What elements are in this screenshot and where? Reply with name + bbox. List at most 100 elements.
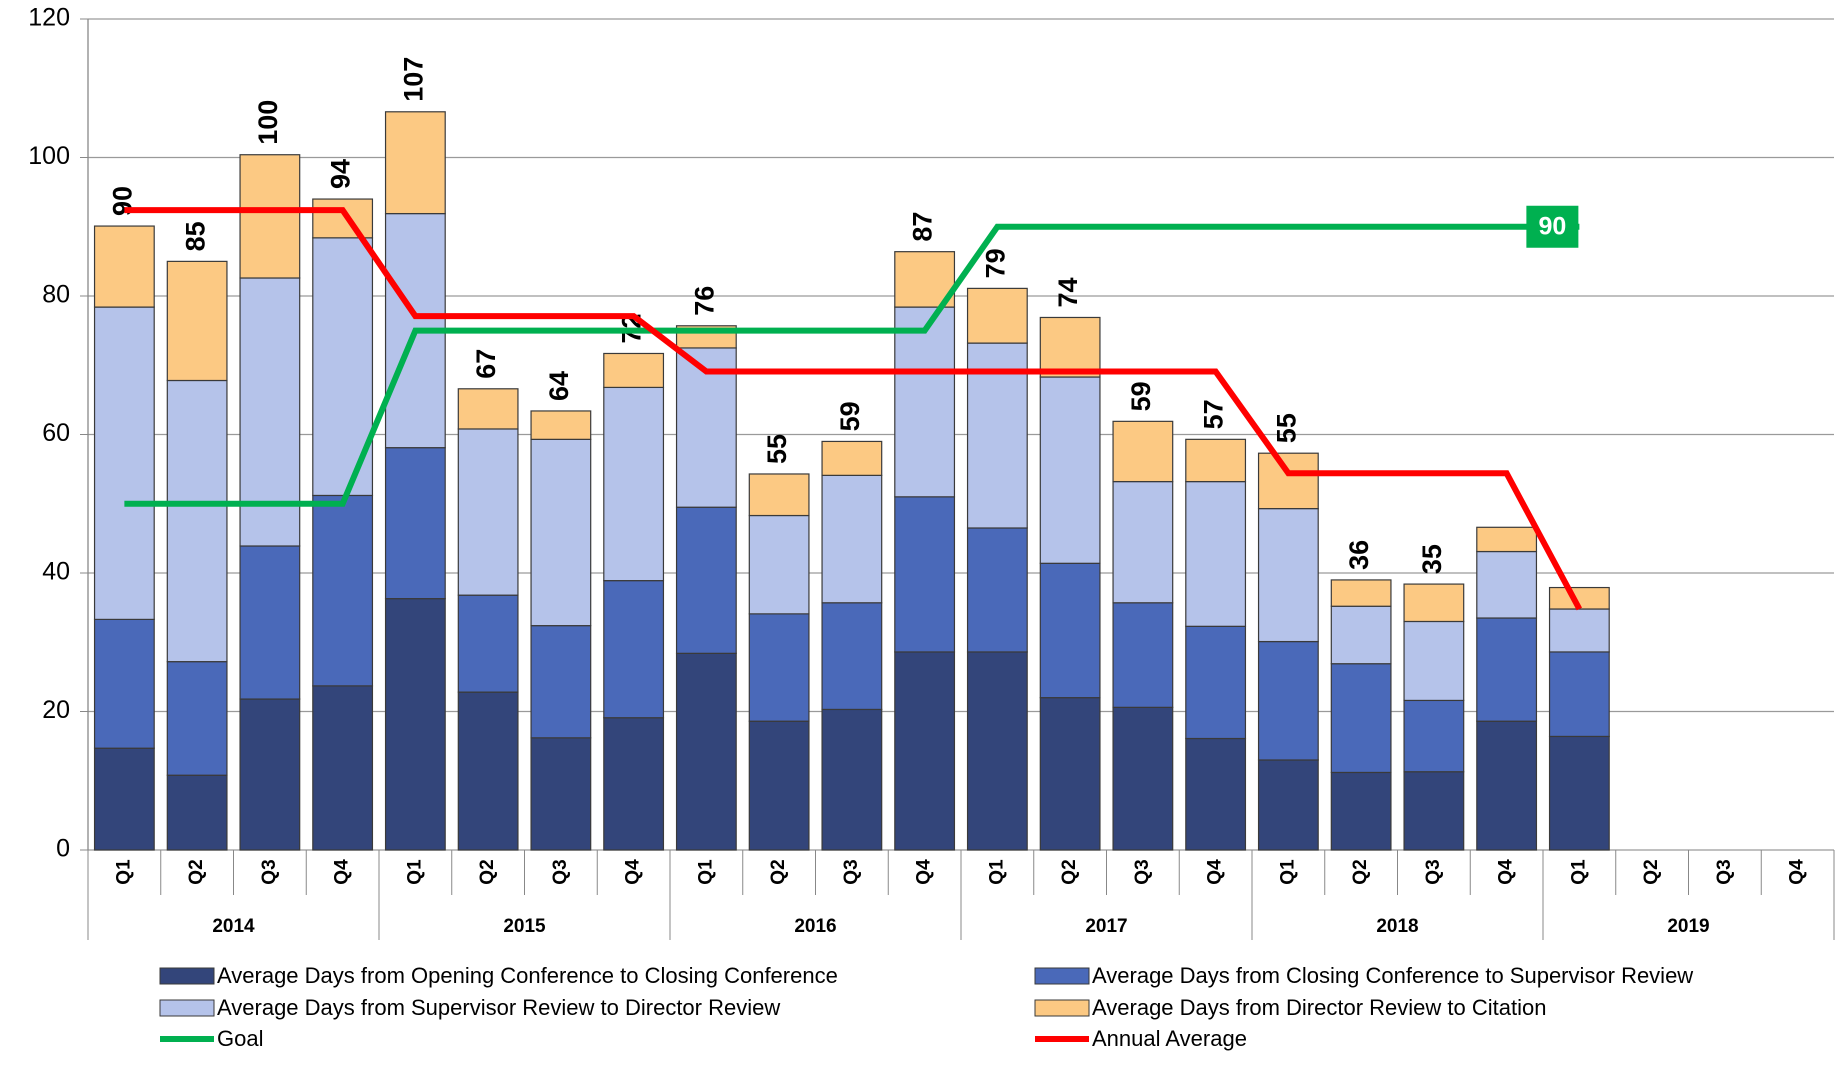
line (124, 223, 1580, 507)
bar-segment (1330, 771, 1392, 851)
bar-total-label: 76 (690, 286, 720, 316)
legend-swatch (159, 967, 215, 985)
bar-segment (1476, 720, 1538, 851)
y-tick-label: 40 (42, 558, 70, 586)
bar-total-label: 79 (981, 248, 1011, 278)
y-tick-label: 80 (42, 281, 70, 309)
bar-segment (1403, 583, 1465, 623)
bar-segment (1476, 526, 1538, 553)
legend-swatch (1034, 999, 1090, 1017)
bar-segment (603, 717, 665, 851)
bar-total-label: 74 (1053, 277, 1083, 307)
x-tick-label: Q1 (695, 859, 716, 885)
bar-segment (1185, 480, 1247, 627)
bar-segment (1548, 608, 1610, 653)
legend-item: Goal (160, 1026, 263, 1051)
bar-segment (239, 545, 301, 700)
bar-total-label: 67 (471, 349, 501, 379)
bar-total-label: 36 (1344, 540, 1374, 570)
bar-segment (457, 388, 519, 430)
bar-segment (1476, 617, 1538, 722)
bar-segment (1039, 562, 1101, 699)
data-label-box (1526, 205, 1579, 248)
bar-total-label: 35 (1417, 544, 1447, 574)
bar-segment (748, 514, 810, 615)
legend-item: Average Days from Supervisor Review to D… (159, 995, 780, 1020)
bar-segment (1403, 699, 1465, 773)
bar-segment (1403, 620, 1465, 702)
x-tick-label: Q2 (1059, 859, 1080, 884)
x-tick-label: Q4 (1787, 859, 1808, 885)
bar-segment (93, 225, 155, 308)
bar-segment (821, 708, 883, 851)
bar-segment (894, 651, 956, 851)
bar-segment (1330, 579, 1392, 607)
x-tick-label: Q1 (1568, 859, 1589, 885)
x-tick-label: Q4 (332, 859, 353, 885)
x-tick-label: Q4 (623, 859, 644, 885)
legend-swatch (159, 999, 215, 1017)
bar-segment (1330, 605, 1392, 665)
bar-segment (93, 306, 155, 620)
bar-segment (675, 506, 737, 654)
x-tick-label: Q4 (1496, 859, 1517, 885)
bar-segment (166, 379, 228, 663)
bar-segment (166, 774, 228, 851)
line (124, 207, 1583, 611)
x-group-label: 2015 (503, 916, 546, 937)
y-tick-label: 60 (42, 419, 70, 447)
bar-segment (894, 306, 956, 498)
x-tick-label: Q4 (1205, 859, 1226, 885)
x-tick-label: Q4 (914, 859, 935, 885)
bar-segment (1039, 316, 1101, 378)
legend-label: Annual Average (1092, 1026, 1247, 1051)
legend-label: Average Days from Opening Conference to … (217, 963, 838, 988)
bar-segment (894, 496, 956, 653)
bar-total-label: 57 (1199, 399, 1229, 429)
y-tick-label: 0 (56, 835, 70, 863)
legend-label: Average Days from Supervisor Review to D… (217, 995, 780, 1020)
x-tick-label: Q2 (186, 859, 207, 884)
x-tick-label: Q2 (1641, 859, 1662, 884)
bar-total-label: 55 (762, 434, 792, 464)
x-tick-label: Q2 (1350, 859, 1371, 884)
bar-segment (675, 652, 737, 851)
y-tick-label: 100 (28, 142, 70, 170)
bar-segment (530, 625, 592, 739)
bar-segment (821, 474, 883, 604)
bar-segment (312, 198, 374, 239)
bar-total-label: 100 (253, 100, 283, 145)
bar-segment (1112, 706, 1174, 851)
legend-item: Annual Average (1035, 1026, 1247, 1051)
bar-segment (603, 386, 665, 582)
bar-segment (1257, 759, 1319, 851)
bar-segment (384, 447, 446, 600)
bar-segment (966, 651, 1028, 851)
x-group-label: 2018 (1376, 916, 1418, 937)
bar-segment (821, 602, 883, 711)
bar-segment (748, 720, 810, 851)
bar-segment (457, 428, 519, 596)
bar-segment (1039, 697, 1101, 851)
bar-segment (530, 737, 592, 851)
bar-segment (603, 580, 665, 719)
bar-total-label: 64 (544, 371, 574, 401)
data-label: 90 (1538, 212, 1566, 240)
x-group-label: 2017 (1085, 916, 1127, 937)
bar-segment (966, 287, 1028, 344)
bar-segment (93, 618, 155, 749)
bar-segment (748, 473, 810, 517)
legend-item: Average Days from Director Review to Cit… (1034, 995, 1546, 1020)
x-tick-label: Q2 (477, 859, 498, 884)
bar-segment (530, 410, 592, 440)
legend-label: Goal (217, 1026, 263, 1051)
bar-segment (748, 613, 810, 722)
bar-total-label: 55 (1272, 413, 1302, 443)
bar-segment (675, 347, 737, 508)
x-group-label: 2019 (1667, 916, 1709, 937)
bar-segment (1403, 771, 1465, 851)
bar-total-label: 107 (399, 57, 429, 102)
bar-segment (1039, 376, 1101, 564)
bar-segment (530, 438, 592, 627)
bar-segment (603, 352, 665, 389)
